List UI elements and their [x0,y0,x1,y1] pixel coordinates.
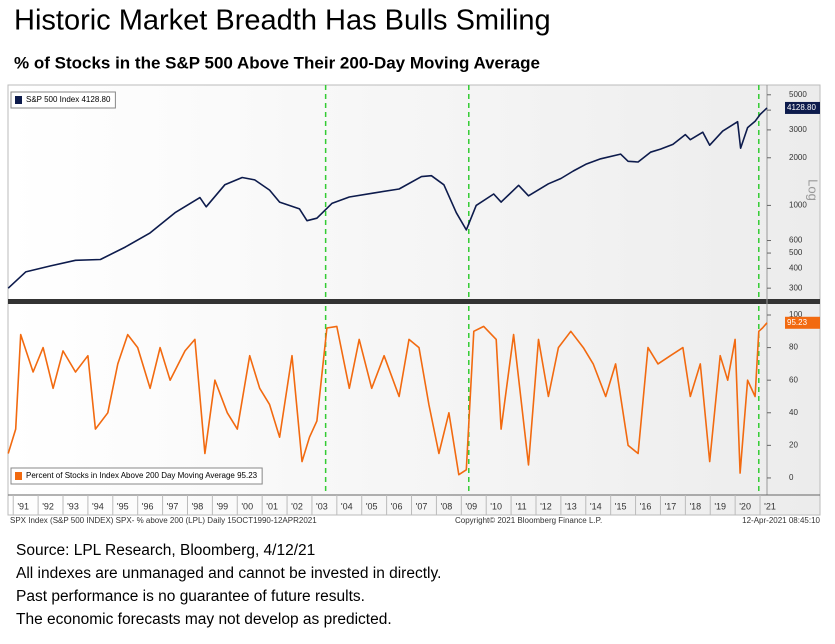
footer-center: Copyright© 2021 Bloomberg Finance L.P. [455,516,602,525]
y-tick-label: 20 [789,440,798,449]
x-tick-label: '99 [216,501,228,511]
y-tick-label: 1000 [789,201,807,210]
y-tick-label: 500 [789,248,803,257]
x-tick-label: '09 [465,501,477,511]
legend-name: Percent of Stocks in Index Above 200 Day… [26,471,235,480]
x-tick-label: '21 [764,501,776,511]
x-tick-label: '16 [640,501,652,511]
footer-right: 12-Apr-2021 08:45:10 [742,516,820,525]
line [7,322,768,476]
last-value-tag [785,101,820,114]
x-tick-label: '17 [665,501,677,511]
y-axis-label: Log [806,179,821,201]
x-tick-label: '12 [540,501,552,511]
x-tick-label: '20 [739,501,751,511]
x-tick-label: '91 [17,501,29,511]
y-tick-label: 2000 [789,153,807,162]
y-tick-label: 3000 [789,125,807,134]
y-tick-label: 0 [789,473,794,482]
x-tick-label: '93 [67,501,79,511]
footer-left: SPX Index (S&P 500 INDEX) SPX- % above 2… [10,516,317,525]
x-tick-label: '11 [516,501,527,511]
y-tick-label: 40 [789,408,798,417]
last-value-tag [785,316,820,329]
y-tick-label: 5000 [789,90,807,99]
x-tick-label: '05 [366,501,378,511]
x-tick-label: '06 [391,501,403,511]
x-tick-label: '07 [416,501,428,511]
legend: S&P 500 Index 4128.80 [10,91,116,109]
x-tick-label: '98 [192,501,204,511]
x-tick-label: '92 [42,501,54,511]
legend-value: 95.23 [237,471,258,480]
y-tick-label: 60 [789,375,798,384]
notes: Source: LPL Research, Bloomberg, 4/12/21… [16,542,441,628]
x-tick-label: '13 [565,501,577,511]
x-tick-label: '97 [167,501,179,511]
x-tick-label: '03 [316,501,328,511]
x-tick-label: '10 [490,501,502,511]
x-tick-label: '15 [615,501,627,511]
x-tick-label: '94 [92,501,104,511]
x-tick-label: '18 [689,501,701,511]
y-tick-label: 400 [789,264,803,273]
legend: Percent of Stocks in Index Above 200 Day… [10,467,263,485]
x-tick-label: '00 [241,501,253,511]
y-tick-label: 300 [789,283,803,292]
line [7,107,768,289]
legend-box [10,467,263,485]
x-tick-label: '04 [341,501,353,511]
legend-swatch [15,96,22,104]
legend-text: Percent of Stocks in Index Above 200 Day… [26,471,258,480]
x-tick-label: '01 [266,501,278,511]
legend-box [10,91,116,109]
note: Past performance is no guarantee of futu… [16,588,365,605]
legend-name: S&P 500 Index [26,95,79,104]
x-tick-label: '19 [714,501,726,511]
y-tick-label: 80 [789,343,798,352]
panel-divider [8,299,820,304]
subtitle: % of Stocks in the S&P 500 Above Their 2… [14,53,540,72]
note: The economic forecasts may not develop a… [16,611,392,628]
legend-text: S&P 500 Index 4128.80 [26,95,111,104]
note: Source: LPL Research, Bloomberg, 4/12/21 [16,542,315,559]
y-tick-label: 600 [789,236,803,245]
y-tick-label: 100 [789,310,803,319]
x-tick-label: '95 [117,501,129,511]
legend-value: 4128.80 [81,95,110,104]
x-tick-label: '08 [441,501,453,511]
title: Historic Market Breadth Has Bulls Smilin… [14,5,551,37]
x-tick-label: '14 [590,501,602,511]
last-value-label: 95.23 [787,318,808,327]
x-tick-label: '96 [142,501,154,511]
last-value-label: 4128.80 [787,103,816,112]
note: All indexes are unmanaged and cannot be … [16,565,441,582]
legend-swatch [15,472,22,480]
x-tick-label: '02 [291,501,303,511]
